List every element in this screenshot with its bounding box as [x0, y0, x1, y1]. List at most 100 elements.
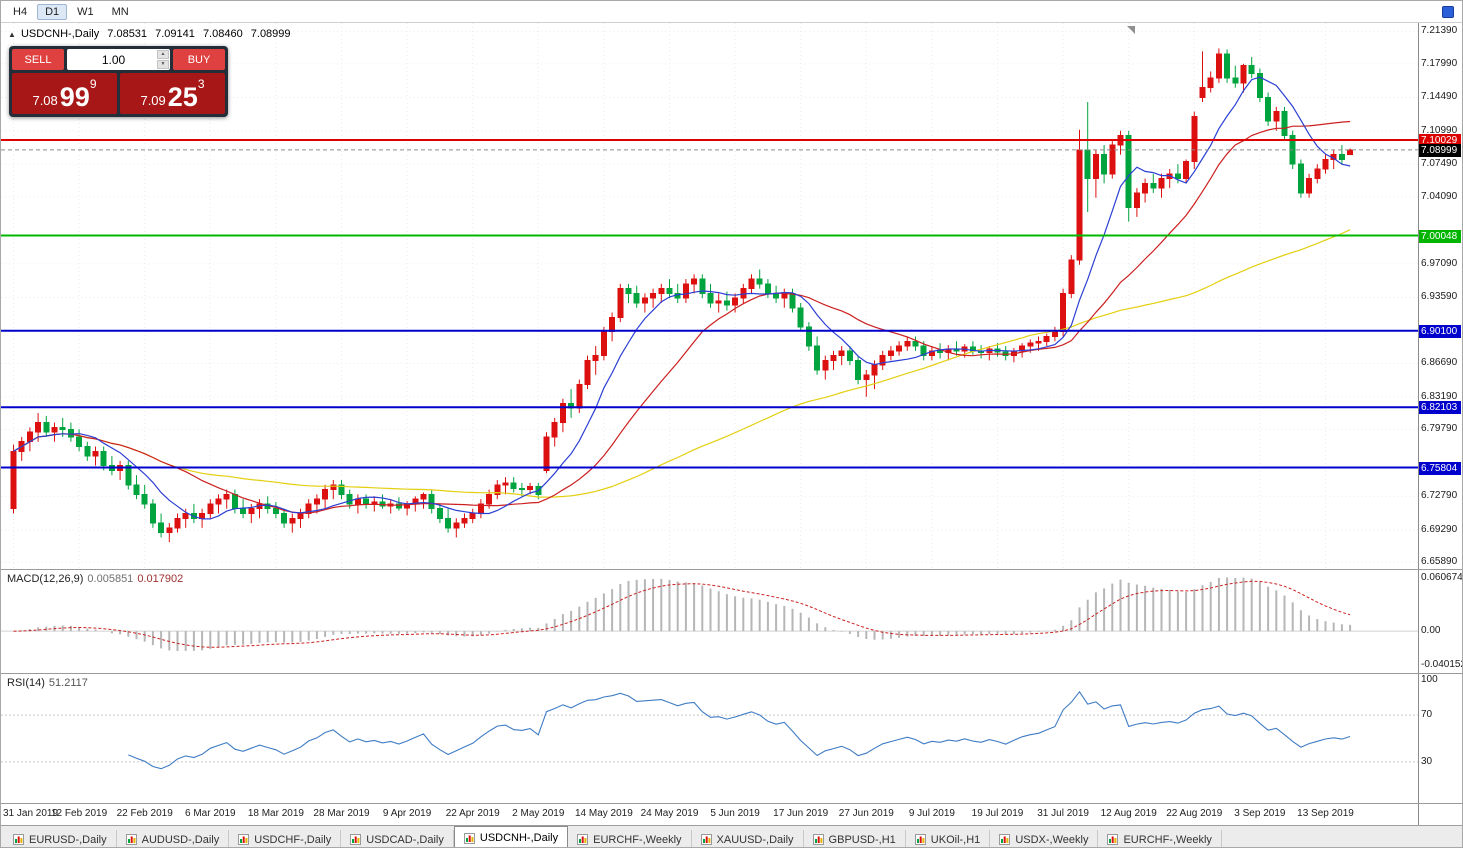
- macd-scale-bottom: -0.040152: [1421, 659, 1463, 670]
- chart-tab-xauusd-6[interactable]: XAUUSD-,Daily: [692, 830, 804, 847]
- chart-ohlc-header: ▲ USDCNH-,Daily 7.08531 7.09141 7.08460 …: [8, 28, 296, 40]
- price-tick: 6.65890: [1421, 556, 1458, 568]
- price-tick: 6.72790: [1421, 490, 1458, 502]
- price-tick: 6.69290: [1421, 523, 1458, 535]
- chart-tab-icon: [914, 834, 926, 845]
- chart-tab-usdx-9[interactable]: USDX-,Weekly: [990, 830, 1099, 847]
- rsi-plot[interactable]: [1, 674, 1420, 803]
- chart-tab-icon: [1107, 834, 1119, 845]
- chart-tab-icon: [125, 834, 137, 845]
- app-icon: [1442, 5, 1454, 18]
- price-tick: 6.86690: [1421, 357, 1458, 369]
- chart-tab-eurchf-5[interactable]: EURCHF-,Weekly: [568, 830, 692, 847]
- volume-down-icon[interactable]: ▼: [157, 60, 169, 69]
- chart-tab-label: USDCHF-,Daily: [254, 833, 332, 846]
- chart-tab-icon: [238, 834, 250, 845]
- timeframe-button-d1[interactable]: D1: [37, 3, 68, 20]
- ohlc-high: 7.09141: [155, 28, 195, 40]
- date-label: 22 Apr 2019: [445, 808, 500, 819]
- macd-plot[interactable]: [1, 570, 1420, 673]
- volume-spinner: ▲ ▼: [157, 50, 169, 69]
- date-label: 31 Jan 2019: [3, 808, 59, 819]
- chart-tab-icon: [999, 834, 1011, 845]
- chart-tab-usdcnh-4[interactable]: USDCNH-,Daily: [453, 826, 569, 847]
- macd-panel[interactable]: MACD(12,26,9) 0.005851 0.017902 0.060674 0.…: [1, 570, 1462, 673]
- timeframe-button-mn[interactable]: MN: [111, 5, 129, 18]
- buy-price-display[interactable]: 7.09 25 3: [120, 73, 225, 114]
- chart-tab-icon: [350, 834, 362, 845]
- sell-button[interactable]: SELL: [12, 49, 64, 70]
- buy-button[interactable]: BUY: [173, 49, 225, 70]
- chart-tab-label: AUDUSD-,Daily: [141, 833, 220, 846]
- chart-tab-icon: [812, 834, 824, 845]
- date-label: 18 Mar 2019: [247, 808, 304, 819]
- date-label: 9 Jul 2019: [908, 808, 955, 819]
- collapse-trade-panel-icon[interactable]: ▲: [8, 30, 16, 39]
- timeframe-toolbar: H4 D1 W1 MN: [1, 1, 1462, 23]
- date-label: 3 Sep 2019: [1234, 808, 1286, 819]
- rsi-name: RSI(14): [7, 677, 45, 689]
- ohlc-low: 7.08460: [202, 28, 243, 40]
- price-tick: 7.17990: [1421, 57, 1458, 69]
- chart-tab-usdcad-3[interactable]: USDCAD-,Daily: [341, 830, 454, 847]
- sell-price-point: 9: [89, 77, 97, 91]
- macd-axis[interactable]: 0.060674 0.00 -0.040152: [1418, 570, 1462, 673]
- rsi-panel[interactable]: RSI(14) 51.2117 100 70 30: [1, 674, 1462, 803]
- price-tick: 7.04090: [1421, 190, 1458, 202]
- price-tick: 6.93590: [1421, 291, 1458, 303]
- chart-tab-label: EURUSD-,Daily: [29, 833, 107, 846]
- time-axis[interactable]: 31 Jan 2019 12 Feb 2019 22 Feb 2019 6 Mar 2…: [1, 804, 1462, 825]
- date-label: 24 May 2019: [640, 808, 699, 819]
- sell-price-pips: 99: [59, 82, 90, 112]
- date-label: 17 Jun 2019: [773, 808, 829, 819]
- price-badge: 6.75804: [1419, 461, 1461, 475]
- chart-tab-ukoil-8[interactable]: UKOil-,H1: [906, 830, 991, 847]
- price-badge: 7.10029: [1419, 134, 1461, 148]
- sell-price-display[interactable]: 7.08 99 9: [12, 73, 117, 114]
- date-label: 28 Mar 2019: [313, 808, 370, 819]
- chart-tabs-bar: EURUSD-,Daily AUDUSD-,Daily USDCHF-,Daily U…: [1, 825, 1462, 847]
- rsi-scale: 70: [1421, 709, 1433, 721]
- price-badge: 6.90100: [1419, 324, 1461, 338]
- panel-splitter[interactable]: [1, 673, 1462, 674]
- macd-value-signal: 0.017902: [137, 573, 184, 585]
- chart-tab-icon: [463, 832, 475, 844]
- chart-tab-audusd-1[interactable]: AUDUSD-,Daily: [117, 830, 230, 847]
- panel-splitter: [1, 803, 1462, 804]
- timeframe-button-w1[interactable]: W1: [77, 5, 94, 18]
- date-label: 19 Jul 2019: [971, 808, 1024, 819]
- chart-tab-label: USDCAD-,Daily: [366, 833, 444, 846]
- sell-price-main: 7.08: [32, 93, 58, 108]
- price-tick: 7.10990: [1421, 124, 1458, 136]
- ohlc-open: 7.08531: [107, 28, 148, 40]
- chart-shift-marker-icon[interactable]: [1127, 26, 1135, 34]
- price-chart-panel[interactable]: ▲ USDCNH-,Daily 7.08531 7.09141 7.08460 …: [1, 23, 1462, 569]
- chart-tab-label: UKOil-,H1: [930, 833, 981, 846]
- buy-price-main: 7.09: [140, 93, 166, 108]
- date-label: 12 Aug 2019: [1100, 808, 1157, 819]
- price-axis[interactable]: 7.21390 7.17990 7.14490 7.10990 7.07490 7.040…: [1418, 23, 1462, 569]
- chart-tab-eurusd-0[interactable]: EURUSD-,Daily: [4, 830, 117, 847]
- chart-tab-label: USDCNH-,Daily: [479, 832, 559, 844]
- panel-splitter[interactable]: [1, 569, 1462, 570]
- volume-input[interactable]: [67, 52, 170, 67]
- buy-price-point: 3: [197, 77, 205, 91]
- chart-symbol-period: USDCNH-,Daily: [20, 28, 100, 40]
- price-tick: 6.83190: [1421, 390, 1458, 402]
- macd-label: MACD(12,26,9) 0.005851 0.017902: [7, 573, 183, 585]
- date-label: 31 Jul 2019: [1037, 808, 1089, 819]
- price-badge: 7.00048: [1419, 229, 1461, 243]
- date-label: 14 May 2019: [574, 808, 633, 819]
- volume-up-icon[interactable]: ▲: [157, 50, 169, 59]
- rsi-axis[interactable]: 100 70 30: [1418, 674, 1462, 803]
- chart-tab-gbpusd-7[interactable]: GBPUSD-,H1: [804, 830, 906, 847]
- chart-tab-eurchf-10[interactable]: EURCHF-,Weekly: [1098, 830, 1222, 847]
- price-plot[interactable]: [1, 23, 1420, 569]
- macd-name: MACD(12,26,9): [7, 573, 84, 585]
- chart-tab-usdchf-2[interactable]: USDCHF-,Daily: [229, 830, 342, 847]
- macd-scale-top: 0.060674: [1421, 572, 1463, 583]
- timeframe-button-h4[interactable]: H4: [13, 5, 28, 18]
- rsi-scale: 100: [1421, 674, 1438, 685]
